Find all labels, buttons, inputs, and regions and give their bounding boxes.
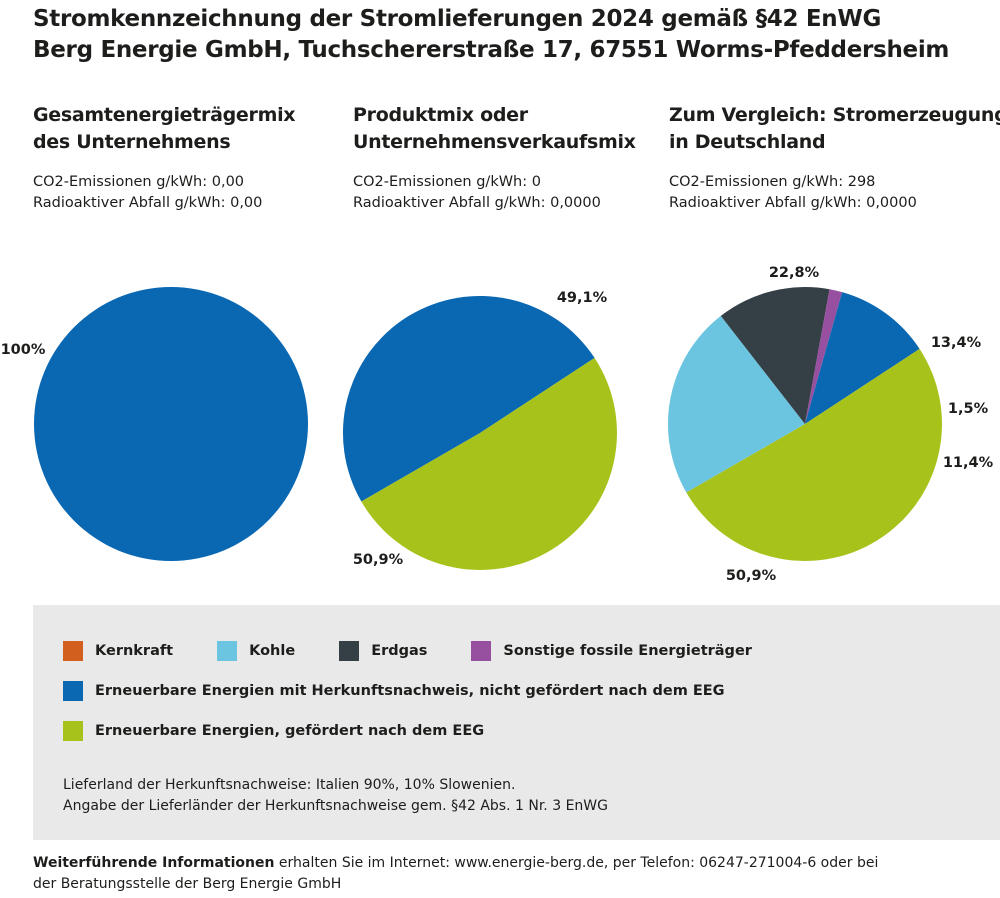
legend-swatch-kohle: [217, 641, 238, 661]
chart-1-heading-line-2: des Unternehmens: [33, 131, 231, 153]
pie-2-label-2: 50,9%: [353, 552, 404, 568]
chart-3-heading-line-2: in Deutschland: [669, 131, 826, 153]
pie-3-label-1: 22,8%: [769, 265, 820, 281]
legend-item-ee-eeg: Erneuerbare Energien, gefördert nach dem…: [63, 721, 484, 741]
page-title: Stromkennzeichnung der Stromlieferungen …: [33, 4, 949, 66]
legend-swatch-ee-eeg: [63, 721, 83, 741]
legend-label-ee-hkn: Erneuerbare Energien mit Herkunftsnachwe…: [95, 683, 725, 699]
chart-1-stats: CO2-Emissionen g/kWh: 0,00 Radioaktiver …: [33, 172, 262, 214]
legend-item-erdgas: Erdgas: [339, 641, 427, 661]
legend-row-2: Erneuerbare Energien mit Herkunftsnachwe…: [63, 680, 769, 702]
chart-1-waste: Radioaktiver Abfall g/kWh: 0,00: [33, 195, 263, 211]
pie-3-slice-5: [686, 348, 942, 561]
chart-3-co2: CO2-Emissionen g/kWh: 298: [669, 174, 876, 190]
legend-label-erdgas: Erdgas: [371, 643, 428, 659]
pie-charts: 100% 49,1% 50,9% 22,8% 13,4% 1,5% 11,4% 50,9%: [1, 265, 994, 584]
title-line-1: Stromkennzeichnung der Stromlieferungen …: [33, 6, 882, 32]
legend-item-sonstige: Sonstige fossile Energieträger: [471, 641, 752, 661]
title-line-2: Berg Energie GmbH, Tuchschererstraße 17,…: [33, 37, 950, 63]
legend-panel: Kernkraft Kohle Erdgas Sonstige fossile …: [33, 605, 1000, 840]
footer-info: Weiterführende Informationen erhalten Si…: [33, 853, 878, 895]
legend-row-3: Erneuerbare Energien, gefördert nach dem…: [63, 720, 528, 742]
chart-3-waste: Radioaktiver Abfall g/kWh: 0,0000: [669, 195, 917, 211]
chart-1-heading: Gesamtenergieträgermix des Unternehmens: [33, 102, 296, 156]
chart-2-heading-line-2: Unternehmensverkaufsmix: [353, 131, 636, 153]
pie-2-slice-1: [342, 295, 595, 502]
chart-2-heading: Produktmix oder Unternehmensverkaufsmix: [353, 102, 636, 156]
pie-3-slice-3: [805, 289, 843, 424]
pie-2-label-1: 49,1%: [557, 290, 608, 306]
origin-note-line-2: Angabe der Lieferländer der Herkunftsnac…: [63, 798, 608, 814]
pie-3-slice-4: [805, 292, 920, 424]
footer-bold: Weiterführende Informationen: [33, 855, 275, 871]
origin-note: Lieferland der Herkunftsnachweise: Itali…: [63, 775, 608, 817]
pie-3-label-3: 1,5%: [948, 401, 989, 417]
legend-label-kohle: Kohle: [249, 643, 296, 659]
legend-item-ee-hkn: Erneuerbare Energien mit Herkunftsnachwe…: [63, 681, 725, 701]
pie-3-label-2: 13,4%: [931, 335, 982, 351]
chart-3-heading-line-1: Zum Vergleich: Stromerzeugung: [669, 104, 1000, 126]
legend-swatch-erdgas: [339, 641, 360, 661]
chart-2-co2: CO2-Emissionen g/kWh: 0: [353, 174, 541, 190]
legend-label-sonstige: Sonstige fossile Energieträger: [503, 643, 752, 659]
legend-item-kernkraft: Kernkraft: [63, 641, 173, 661]
pie-2-slice-2: [361, 357, 617, 570]
legend-label-kernkraft: Kernkraft: [95, 643, 174, 659]
chart-2-stats: CO2-Emissionen g/kWh: 0 Radioaktiver Abf…: [353, 172, 601, 214]
chart-3-heading: Zum Vergleich: Stromerzeugung in Deutsch…: [669, 102, 1000, 156]
legend-swatch-sonstige: [471, 641, 492, 661]
legend-row-1: Kernkraft Kohle Erdgas Sonstige fossile …: [63, 640, 796, 662]
pie-3-label-5: 50,9%: [726, 568, 777, 584]
legend-swatch-kernkraft: [63, 641, 83, 661]
pie-3-slice-1: [667, 315, 805, 493]
pie-1-slice-1: [34, 287, 308, 561]
origin-note-line-1: Lieferland der Herkunftsnachweise: Itali…: [63, 777, 516, 793]
footer-line-1: Weiterführende Informationen erhalten Si…: [33, 853, 878, 874]
pie-1-label-1: 100%: [1, 342, 46, 358]
chart-1-co2: CO2-Emissionen g/kWh: 0,00: [33, 174, 245, 190]
chart-2-heading-line-1: Produktmix oder: [353, 104, 528, 126]
footer-text: erhalten Sie im Internet: www.energie-be…: [274, 855, 879, 871]
legend-item-kohle: Kohle: [217, 641, 295, 661]
chart-2-waste: Radioaktiver Abfall g/kWh: 0,0000: [353, 195, 601, 211]
chart-3-stats: CO2-Emissionen g/kWh: 298 Radioaktiver A…: [669, 172, 917, 214]
chart-1-heading-line-1: Gesamtenergieträgermix: [33, 104, 296, 126]
pie-3-label-4: 11,4%: [943, 455, 994, 471]
legend-label-ee-eeg: Erneuerbare Energien, gefördert nach dem…: [95, 723, 485, 739]
pie-3-slice-2: [720, 287, 830, 424]
legend-swatch-ee-hkn: [63, 681, 83, 701]
footer-line-2: der Beratungsstelle der Berg Energie Gmb…: [33, 876, 342, 892]
